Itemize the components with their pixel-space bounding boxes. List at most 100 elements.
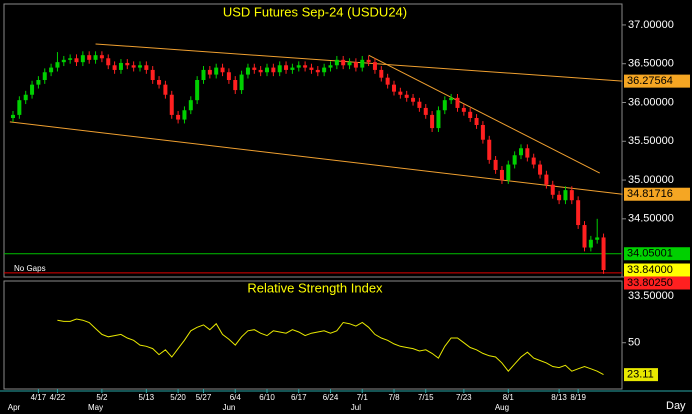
x-tick-label: 8/19 <box>570 393 586 402</box>
y-tick-label: 34.50000 <box>628 213 674 225</box>
candle-body <box>74 58 79 63</box>
candle-body <box>99 55 104 59</box>
candle-body <box>296 65 301 68</box>
candle-body <box>68 58 73 60</box>
candle-body <box>258 69 263 73</box>
candle-body <box>11 114 15 119</box>
price-label: 33.80250 <box>627 277 673 289</box>
candle-body <box>353 62 358 68</box>
price-panel <box>3 3 623 278</box>
candle-body <box>360 59 365 68</box>
candle-body <box>436 110 441 129</box>
x-tick-label: 5/13 <box>139 393 155 402</box>
candle-body <box>411 97 416 102</box>
candle-body <box>557 194 562 201</box>
month-label: Aug <box>495 403 509 412</box>
candle-body <box>118 62 123 70</box>
x-tick-label: 5/2 <box>96 393 108 402</box>
x-tick-label: 6/24 <box>323 393 339 402</box>
candle-body <box>315 69 320 73</box>
candle-body <box>55 62 60 68</box>
candle-body <box>588 239 593 248</box>
candle-body <box>87 55 92 60</box>
candle-body <box>474 118 479 125</box>
x-tick-label: 7/15 <box>418 393 434 402</box>
candle-body <box>30 84 35 95</box>
candle-body <box>506 164 511 181</box>
x-tick-label: 7/1 <box>357 393 369 402</box>
price-label-box <box>624 276 690 290</box>
month-label: Apr <box>8 403 21 412</box>
candle-body <box>487 139 492 160</box>
month-label: Jun <box>222 403 235 412</box>
y-tick-label: 35.50000 <box>628 135 674 147</box>
month-label: May <box>88 403 103 412</box>
y-tick-label: 37.00000 <box>628 19 674 31</box>
y-tick-label: 36.00000 <box>628 96 674 108</box>
candle-body <box>106 58 111 66</box>
trendline <box>368 54 600 174</box>
candle-body <box>468 111 473 119</box>
candle-body <box>239 74 244 91</box>
candle-body <box>595 237 600 240</box>
candle-body <box>182 110 187 120</box>
candle-body <box>17 100 22 115</box>
price-label-box <box>624 74 690 88</box>
candle-body <box>112 65 117 70</box>
x-tick-label: 7/23 <box>456 393 472 402</box>
candle-body <box>49 67 54 73</box>
rsi-title: Relative Strength Index <box>247 280 383 295</box>
candle-body <box>493 159 498 170</box>
candle-body <box>36 80 41 85</box>
candle-body <box>499 169 504 181</box>
candle-body <box>525 148 530 158</box>
x-tick-label: 8/13 <box>551 393 567 402</box>
price-label-box <box>624 247 690 261</box>
candle-body <box>138 65 142 68</box>
candle-body <box>214 67 219 75</box>
candle-body <box>576 200 581 226</box>
candle-body <box>398 91 403 95</box>
candle-body <box>309 67 314 70</box>
candle-body <box>328 65 333 68</box>
candle-body <box>512 155 517 165</box>
candle-body <box>284 65 289 70</box>
candle-body <box>461 107 466 112</box>
candle-body <box>290 67 295 70</box>
price-label: 34.81716 <box>627 188 673 200</box>
y-tick-label: 33.50000 <box>628 290 674 302</box>
candle-body <box>93 55 98 60</box>
candle-body <box>379 69 384 78</box>
candle-body <box>538 164 543 175</box>
candle-body <box>385 77 390 85</box>
candle-body <box>334 59 339 66</box>
candle-body <box>207 69 212 75</box>
candle-body <box>322 67 327 73</box>
candle-body <box>423 107 428 115</box>
x-tick-label: 4/22 <box>50 393 66 402</box>
candle-body <box>61 59 66 63</box>
candle-body <box>169 94 174 115</box>
candle-body <box>265 67 269 73</box>
candle-body <box>366 59 371 63</box>
rsi-value-box <box>624 368 658 382</box>
candle-body <box>144 65 149 70</box>
x-tick-label: 6/4 <box>230 393 242 402</box>
y-tick-label: 35.00000 <box>628 174 674 186</box>
gap-mode: No Gaps <box>14 264 46 273</box>
candle-body <box>80 55 85 63</box>
candle-body <box>417 101 422 108</box>
candle-body <box>582 225 587 248</box>
month-label: Jul <box>351 403 361 412</box>
rsi-panel <box>3 280 623 390</box>
x-tick-label: 6/17 <box>291 393 307 402</box>
candle-body <box>341 59 346 66</box>
interval-label: Day <box>666 400 686 412</box>
x-tick-label: 5/27 <box>196 393 212 402</box>
x-tick-label: 4/17 <box>31 393 47 402</box>
candle-body <box>150 69 155 81</box>
candle-body <box>569 190 574 201</box>
candle-body <box>42 72 47 81</box>
